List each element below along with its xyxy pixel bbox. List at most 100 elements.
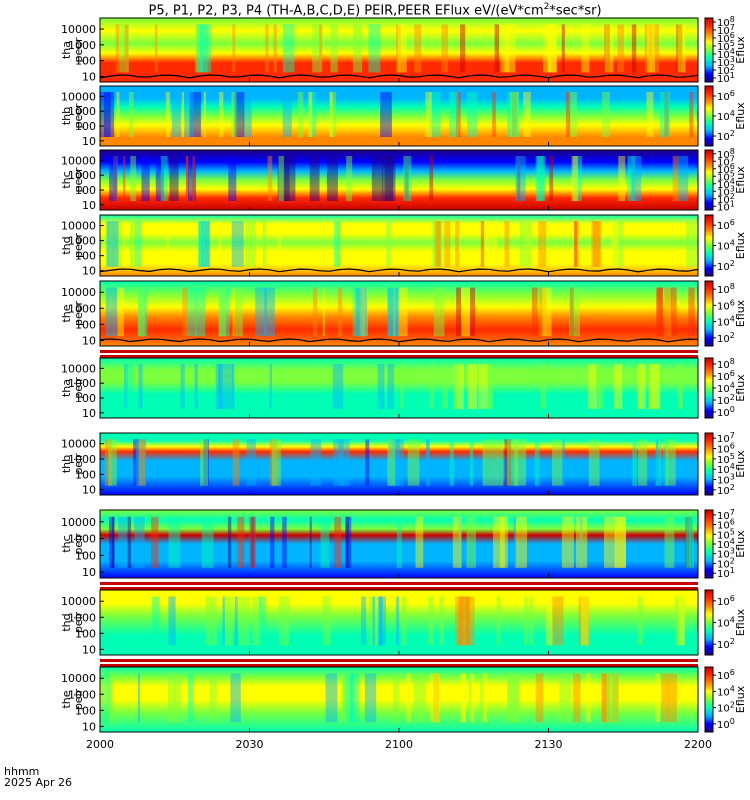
data-streak: [433, 673, 439, 723]
data-streak: [333, 221, 341, 267]
data-streak: [487, 364, 491, 409]
colorbar-tick-label: 103: [717, 184, 735, 198]
x-tick-label: 2100: [385, 738, 413, 751]
y-tick-label: 1000: [68, 235, 96, 248]
data-streak: [514, 439, 527, 486]
data-streak: [561, 516, 574, 568]
data-streak: [614, 516, 626, 568]
data-streak: [534, 439, 540, 486]
data-streak: [496, 596, 501, 646]
data-streak: [397, 24, 407, 73]
data-streak: [282, 516, 287, 568]
y-tick-label: 10: [82, 566, 96, 579]
y-tick-label: 1000: [68, 533, 96, 546]
spectrogram-thc-peer: [100, 150, 698, 210]
data-streak: [458, 596, 470, 646]
data-streak: [542, 287, 552, 337]
data-streak: [461, 287, 470, 337]
x-tick-label: 2030: [236, 738, 264, 751]
y-tick-label: 100: [75, 392, 96, 405]
colorbar-quantity-label: Eflux: [734, 299, 747, 327]
data-streak: [319, 24, 323, 73]
data-streak: [141, 156, 150, 201]
data-streak: [182, 287, 188, 337]
data-streak: [515, 516, 527, 568]
data-streak: [507, 92, 519, 137]
data-streak: [648, 364, 654, 409]
y-tick-label: 100: [75, 55, 96, 68]
data-streak: [368, 24, 381, 73]
data-streak: [270, 516, 275, 568]
data-streak: [271, 439, 281, 486]
data-streak: [171, 92, 181, 137]
data-streak: [598, 364, 604, 409]
data-streak: [406, 673, 411, 723]
data-streak: [578, 596, 589, 646]
data-streak: [350, 673, 360, 723]
data-streak: [469, 439, 474, 486]
data-streak: [168, 673, 176, 723]
data-streak: [565, 92, 571, 137]
spectrogram-tha-peer: [100, 18, 698, 82]
data-streak: [670, 287, 677, 337]
data-streak: [606, 673, 619, 723]
data-streak: [364, 673, 377, 723]
data-streak: [425, 92, 432, 137]
data-streak: [655, 439, 659, 486]
spectrogram-thd-peer: [100, 215, 698, 276]
data-streak: [186, 287, 197, 337]
data-streak: [218, 364, 223, 409]
data-streak: [227, 516, 232, 568]
data-streak: [483, 221, 491, 267]
colorbar-tick-label: 103: [717, 55, 735, 69]
y-tick-label: 1000: [68, 39, 96, 52]
time-format-label: hhmm: [4, 765, 40, 778]
data-streak: [604, 24, 610, 73]
data-streak: [355, 287, 368, 337]
data-streak: [396, 24, 401, 73]
colorbar-tick-label: 107: [717, 508, 735, 522]
data-streak: [467, 364, 478, 409]
data-streak: [581, 24, 590, 73]
spectrogram-the-peer: [100, 281, 698, 346]
data-streak: [222, 364, 234, 409]
date-label: 2025 Apr 26: [4, 776, 73, 789]
data-streak: [246, 439, 256, 486]
panel-label-species: peir: [72, 453, 85, 475]
data-streak: [592, 221, 602, 267]
data-streak: [647, 24, 655, 73]
spacecraft-potential-line: [99, 338, 699, 343]
x-tick-label: 2200: [684, 738, 712, 751]
data-streak: [336, 221, 341, 267]
data-streak: [492, 92, 496, 137]
data-streak: [232, 287, 235, 337]
data-streak: [515, 156, 526, 201]
data-streak: [494, 24, 499, 73]
colorbar-tick-label: 103: [717, 473, 735, 487]
data-streak: [186, 156, 189, 201]
data-streak: [237, 516, 245, 568]
data-streak: [312, 287, 318, 337]
data-streak: [458, 516, 462, 568]
data-streak: [209, 673, 217, 723]
data-streak: [588, 364, 597, 409]
data-streak: [269, 364, 272, 409]
data-streak: [322, 287, 325, 337]
data-streak: [252, 596, 261, 646]
data-streak: [352, 287, 362, 337]
data-streak: [460, 673, 466, 723]
data-streak: [255, 287, 267, 337]
data-streak: [500, 24, 510, 73]
data-streak: [649, 24, 659, 73]
spectrogram-thd-peir: [100, 590, 698, 655]
data-streak: [524, 596, 528, 646]
data-streak: [361, 596, 367, 646]
data-streak: [611, 673, 619, 723]
data-streak: [387, 287, 398, 337]
data-streak: [569, 287, 574, 337]
data-streak: [174, 673, 181, 723]
colorbar-tick-label: 104: [717, 177, 735, 191]
data-streak: [538, 221, 547, 267]
data-streak: [380, 596, 386, 646]
data-streak: [152, 596, 160, 646]
